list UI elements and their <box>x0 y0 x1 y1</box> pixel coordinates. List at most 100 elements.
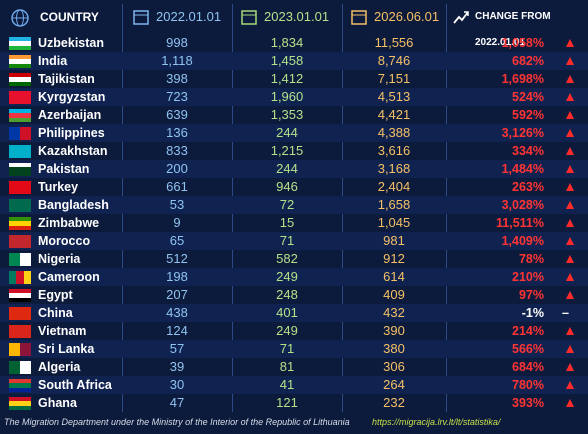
table-row: China 438 401 432 -1% – <box>0 304 588 322</box>
country-name: Turkey <box>38 180 79 194</box>
flag-stripe <box>9 181 20 194</box>
value-2022: 57 <box>169 341 185 356</box>
table-row: Algeria 39 81 306 684% <box>0 358 588 376</box>
change-percent: 210% <box>512 270 544 284</box>
flag-stripe <box>9 145 31 150</box>
up-arrow-icon <box>566 183 574 191</box>
country-name: Kyrgyzstan <box>38 90 106 104</box>
change-percent: 684% <box>512 360 544 374</box>
value-2023: 248 <box>276 287 298 302</box>
value-2022: 30 <box>169 377 185 392</box>
trend-icon <box>453 11 469 24</box>
country-name: Philippines <box>38 126 105 140</box>
flag-stripe <box>9 81 31 86</box>
value-2022: 198 <box>166 269 188 284</box>
change-percent: 682% <box>512 54 544 68</box>
table-row: Kazakhstan 833 1,215 3,616 334% <box>0 142 588 160</box>
up-arrow-icon <box>566 111 574 119</box>
flag-stripe <box>9 293 31 298</box>
up-arrow-icon <box>566 363 574 371</box>
flag-icon <box>9 271 31 284</box>
header-change: CHANGE FROM 2022.01.01 <box>475 11 551 48</box>
change-percent: 1,058% <box>501 36 544 50</box>
flag-icon <box>9 55 31 68</box>
flag-stripe <box>9 95 31 100</box>
value-2022: 124 <box>166 323 188 338</box>
value-2023: 71 <box>279 341 295 356</box>
calendar-icon <box>133 10 149 25</box>
change-percent: 3,028% <box>501 198 544 212</box>
value-2026: 4,421 <box>377 107 411 122</box>
country-name: South Africa <box>38 378 112 392</box>
change-percent: -1% <box>521 306 544 320</box>
value-2022: 723 <box>166 89 188 104</box>
value-2026: 432 <box>383 305 405 320</box>
up-arrow-icon <box>566 345 574 353</box>
flag-stripe <box>9 45 31 50</box>
flag-stripe <box>9 343 20 356</box>
header-country: COUNTRY <box>40 10 99 24</box>
country-name: Vietnam <box>38 324 87 338</box>
value-2026: 264 <box>383 377 405 392</box>
value-2023: 121 <box>276 395 298 410</box>
up-arrow-icon <box>566 75 574 83</box>
value-2026: 912 <box>383 251 405 266</box>
value-2026: 3,168 <box>377 161 411 176</box>
up-arrow-icon <box>566 255 574 263</box>
table-row: Tajikistan 398 1,412 7,151 1,698% <box>0 70 588 88</box>
value-2026: 380 <box>383 341 405 356</box>
value-2022: 47 <box>169 395 185 410</box>
change-percent: 524% <box>512 90 544 104</box>
flag-stripe <box>9 199 20 212</box>
up-arrow-icon <box>566 273 574 281</box>
flag-icon <box>9 307 31 320</box>
change-percent: 1,698% <box>501 72 544 86</box>
table-row: Cameroon 198 249 614 210% <box>0 268 588 286</box>
table-row: Egypt 207 248 409 97% <box>0 286 588 304</box>
flag-stripe <box>9 113 31 118</box>
country-name: China <box>38 306 73 320</box>
flag-stripe <box>9 109 31 114</box>
change-percent: 780% <box>512 378 544 392</box>
change-percent: 11,511% <box>496 216 544 230</box>
flag-stripe <box>9 37 31 42</box>
table-row: Zimbabwe 9 15 1,045 11,511% <box>0 214 588 232</box>
table-row: Ghana 47 121 232 393% <box>0 394 588 412</box>
flag-stripe <box>9 387 31 392</box>
up-arrow-icon <box>566 291 574 299</box>
value-2026: 409 <box>383 287 405 302</box>
value-2023: 15 <box>279 215 295 230</box>
flag-stripe <box>9 235 20 248</box>
change-percent: 1,409% <box>501 234 544 248</box>
country-name: Ghana <box>38 396 77 410</box>
flag-icon <box>9 289 31 302</box>
flag-icon <box>9 343 31 356</box>
value-2023: 244 <box>276 161 298 176</box>
flag-icon <box>9 181 31 194</box>
country-name: Pakistan <box>38 162 90 176</box>
flag-stripe <box>9 397 31 402</box>
value-2023: 249 <box>276 323 298 338</box>
flag-stripe <box>9 383 31 388</box>
flag-stripe <box>16 271 24 284</box>
flag-stripe <box>9 217 31 222</box>
value-2026: 7,151 <box>377 71 411 86</box>
value-2026: 232 <box>383 395 405 410</box>
globe-icon <box>11 9 29 27</box>
change-percent: 393% <box>512 396 544 410</box>
change-percent: 1,484% <box>501 162 544 176</box>
flag-stripe <box>9 59 31 64</box>
value-2022: 65 <box>169 233 185 248</box>
flag-stripe <box>9 225 31 230</box>
value-2022: 207 <box>166 287 188 302</box>
calendar-icon <box>351 10 367 25</box>
flag-stripe <box>9 271 17 284</box>
value-2023: 1,353 <box>270 107 304 122</box>
value-2022: 39 <box>169 359 185 374</box>
change-percent: 97% <box>518 288 544 302</box>
country-name: Tajikistan <box>38 72 95 86</box>
flag-stripe <box>9 117 31 122</box>
country-name: Azerbaijan <box>38 108 102 122</box>
value-2022: 136 <box>166 125 188 140</box>
flag-stripe <box>20 253 31 266</box>
